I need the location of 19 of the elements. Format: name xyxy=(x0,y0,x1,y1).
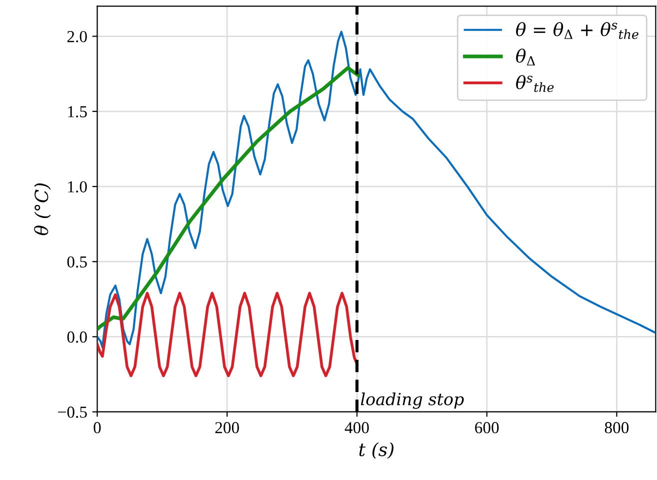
y-tick-label: 2.0 xyxy=(67,30,87,42)
y-tick-label: −0.5 xyxy=(58,406,87,418)
x-tick-label: 0 xyxy=(94,422,101,434)
x-tick-label: 400 xyxy=(344,422,369,434)
x-tick-label: 800 xyxy=(604,422,629,434)
y-tick-label: 1.5 xyxy=(68,106,87,118)
y-tick-label: 0.5 xyxy=(67,256,87,268)
line-series xyxy=(97,292,358,378)
y-tick-label: 1.0 xyxy=(68,181,87,193)
legend-label: θ$^{s}$$_{the}$ xyxy=(516,75,554,92)
x-tick-label: 200 xyxy=(215,422,239,434)
x-tick-label: 600 xyxy=(475,422,499,434)
y-axis-title: θ (°C) xyxy=(34,183,51,236)
line-series xyxy=(97,66,360,332)
ref-line-label: loading stop xyxy=(360,392,464,409)
legend-label: θ = θ$_{Δ}$ + θ$^{s}$$_{the}$ xyxy=(516,22,638,40)
x-axis-title: t (s) xyxy=(359,442,394,459)
y-tick-label: 0.0 xyxy=(67,331,87,343)
legend-label: θ$_{Δ}$ xyxy=(516,48,536,66)
